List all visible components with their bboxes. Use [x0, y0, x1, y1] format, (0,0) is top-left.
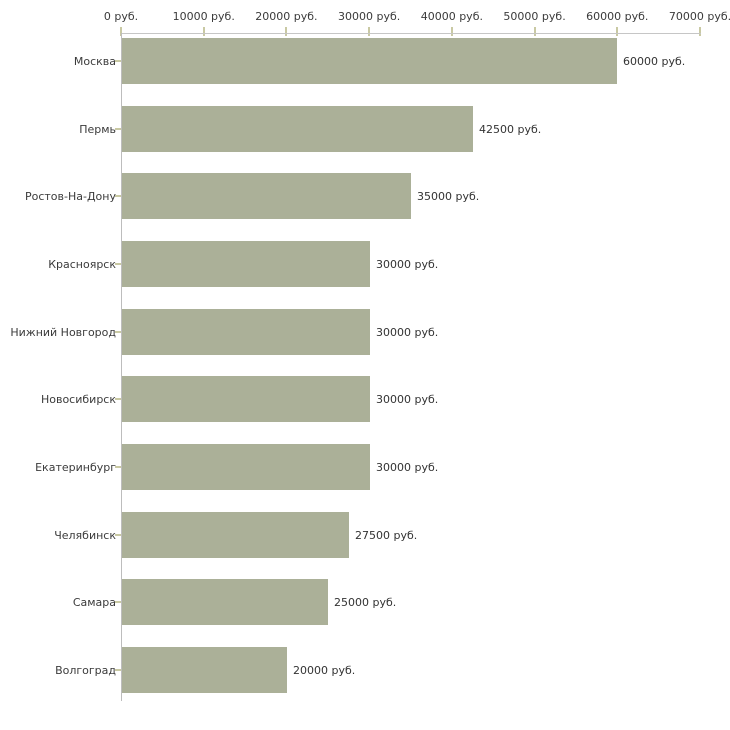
value-label: 20000 руб. — [293, 663, 356, 677]
category-tick-mark — [115, 263, 121, 265]
category-tick-mark — [115, 128, 121, 130]
bar — [122, 309, 370, 355]
value-label: 30000 руб. — [376, 460, 439, 474]
bar — [122, 512, 349, 558]
bar — [122, 106, 473, 152]
bar-row: Екатеринбург 30000 руб. — [0, 444, 730, 490]
x-tick-mark — [120, 27, 122, 36]
bar — [122, 38, 617, 84]
value-label: 25000 руб. — [334, 595, 397, 609]
category-tick-mark — [115, 398, 121, 400]
x-tick-label: 10000 руб. — [172, 10, 235, 23]
category-label: Челябинск — [54, 528, 116, 542]
bar-row: Красноярск 30000 руб. — [0, 241, 730, 287]
category-tick-mark — [115, 669, 121, 671]
bar — [122, 376, 370, 422]
category-tick-mark — [115, 331, 121, 333]
x-tick-mark — [450, 27, 453, 36]
x-tick-label: 0 руб. — [103, 10, 139, 23]
x-axis-line — [121, 33, 701, 34]
category-label: Красноярск — [48, 257, 116, 271]
value-label: 60000 руб. — [623, 54, 686, 68]
category-label: Самара — [72, 595, 116, 609]
x-tick-mark — [368, 27, 371, 36]
bar-row: Челябинск 27500 руб. — [0, 512, 730, 558]
category-tick-mark — [115, 60, 121, 62]
category-tick-mark — [115, 601, 121, 603]
x-tick-label: 20000 руб. — [255, 10, 318, 23]
x-tick-label: 30000 руб. — [338, 10, 401, 23]
bar-row: Волгоград 20000 руб. — [0, 647, 730, 693]
value-label: 30000 руб. — [376, 325, 439, 339]
x-tick-label: 40000 руб. — [420, 10, 483, 23]
category-label: Ростов-На-Дону — [24, 189, 116, 203]
category-label: Москва — [73, 54, 116, 68]
bar-row: Нижний Новгород 30000 руб. — [0, 309, 730, 355]
bar-row: Пермь 42500 руб. — [0, 106, 730, 152]
category-label: Екатеринбург — [35, 460, 116, 474]
category-label: Пермь — [79, 122, 116, 136]
category-label: Новосибирск — [40, 392, 116, 406]
x-tick-label: 70000 руб. — [668, 10, 730, 23]
category-tick-mark — [115, 534, 121, 536]
category-tick-mark — [115, 195, 121, 197]
x-axis: 0 руб. 10000 руб. 20000 руб. 30000 руб. 4000… — [0, 0, 730, 40]
bar-row: Самара 25000 руб. — [0, 579, 730, 625]
y-axis-line — [121, 33, 122, 701]
x-tick-mark — [699, 27, 701, 36]
bar-row: Ростов-На-Дону 35000 руб. — [0, 173, 730, 219]
bar — [122, 173, 411, 219]
category-tick-mark — [115, 466, 121, 468]
x-tick-label: 50000 руб. — [503, 10, 566, 23]
x-tick-label: 60000 руб. — [586, 10, 649, 23]
value-label: 35000 руб. — [417, 189, 480, 203]
bar — [122, 579, 328, 625]
value-label: 27500 руб. — [355, 528, 418, 542]
category-label: Волгоград — [55, 663, 116, 677]
value-label: 30000 руб. — [376, 392, 439, 406]
x-tick-mark — [285, 27, 288, 36]
x-tick-mark — [616, 27, 619, 36]
category-label: Нижний Новгород — [10, 325, 116, 339]
bar-row: Москва 60000 руб. — [0, 38, 730, 84]
bar — [122, 241, 370, 287]
bar — [122, 647, 287, 693]
bar-row: Новосибирск 30000 руб. — [0, 376, 730, 422]
x-tick-mark — [202, 27, 205, 36]
value-label: 30000 руб. — [376, 257, 439, 271]
bar — [122, 444, 370, 490]
value-label: 42500 руб. — [479, 122, 542, 136]
x-tick-mark — [533, 27, 536, 36]
